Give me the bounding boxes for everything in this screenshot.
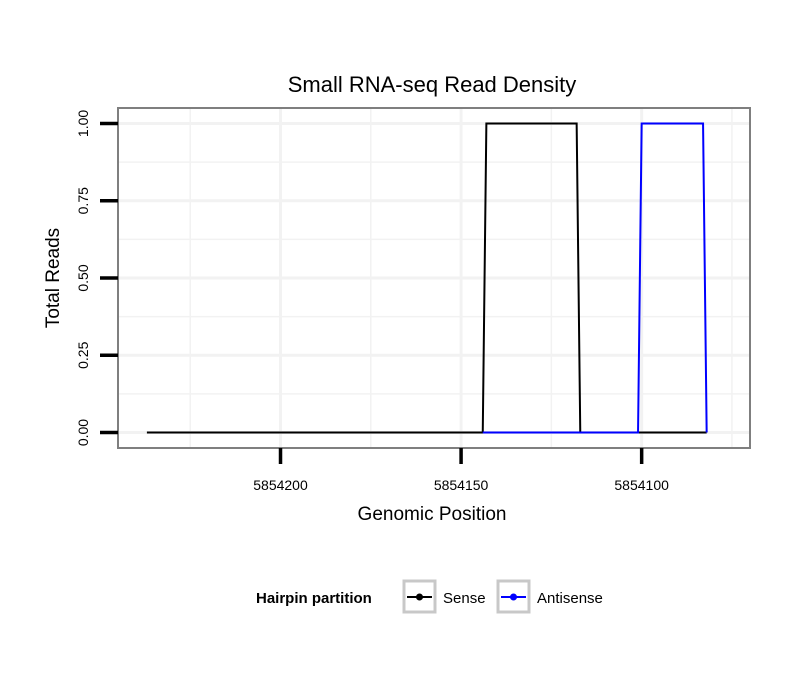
- series-line-antisense: [482, 122, 708, 434]
- y-tick-label: 0.50: [75, 264, 91, 291]
- y-tick-label: 0.25: [75, 341, 91, 368]
- legend-label-antisense: Antisense: [537, 590, 603, 607]
- axis-ticks: 5854200 5854150 5854100 0.00 0.25 0.50 0.75 1.0…: [75, 110, 669, 493]
- x-tick-label: 5854200: [253, 477, 308, 493]
- y-tick-label: 0.75: [75, 187, 91, 214]
- legend-label-sense: Sense: [443, 590, 486, 607]
- legend-title: Hairpin partition: [256, 590, 372, 607]
- legend-key-point: [416, 593, 423, 601]
- legend-key-point: [510, 593, 517, 601]
- x-tick-label: 5854100: [614, 477, 669, 493]
- y-axis-title: Total Reads: [43, 228, 64, 328]
- y-tick-label: 1.00: [75, 110, 91, 137]
- series-layer: [146, 122, 708, 434]
- y-tick-label: 0.00: [75, 419, 91, 446]
- x-tick-label: 5854150: [434, 477, 489, 493]
- legend-items: Sense Antisense: [402, 579, 603, 614]
- grid-lines: [118, 108, 750, 448]
- x-axis-title: Genomic Position: [358, 504, 507, 525]
- chart-title: Small RNA-seq Read Density: [288, 72, 577, 97]
- legend: Hairpin partition Sense Antisense: [256, 579, 603, 614]
